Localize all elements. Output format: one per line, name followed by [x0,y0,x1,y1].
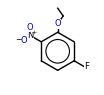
Text: O: O [54,19,61,28]
Text: O: O [20,36,27,45]
Text: −: − [15,36,22,45]
Text: O: O [27,23,33,32]
Text: N: N [27,31,34,40]
Text: +: + [32,30,37,35]
Text: F: F [84,63,89,71]
